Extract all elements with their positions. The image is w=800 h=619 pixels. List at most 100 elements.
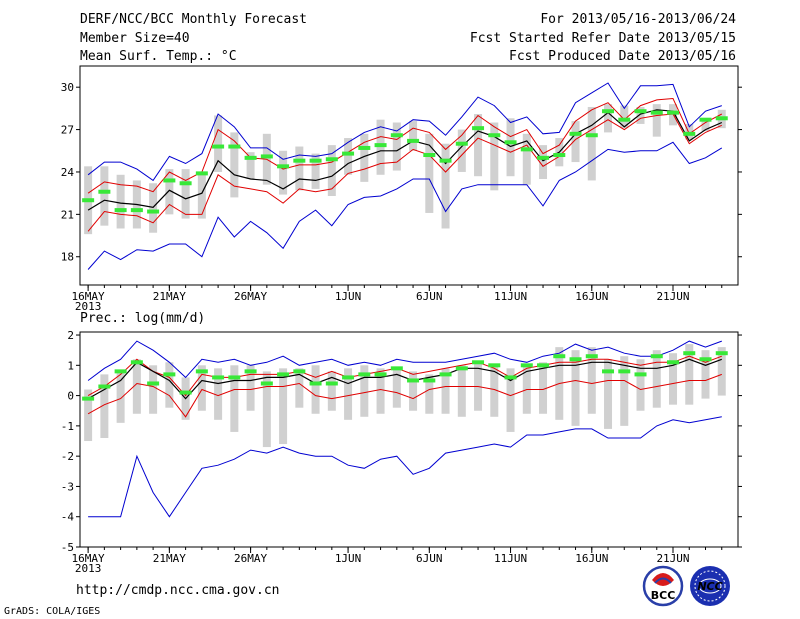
spread-bar: [717, 347, 726, 396]
median-mark: [650, 354, 663, 359]
median-mark: [179, 181, 192, 186]
median-mark: [277, 372, 290, 377]
median-mark: [82, 198, 95, 203]
median-mark: [407, 378, 420, 383]
median-mark: [472, 360, 485, 365]
median-mark: [244, 155, 257, 160]
median-mark: [325, 157, 338, 162]
x-tick-label: 16JUN: [575, 552, 608, 565]
median-mark: [114, 369, 127, 374]
spread-bar: [571, 121, 580, 163]
y-tick-label: -3: [61, 480, 74, 493]
median-mark: [390, 133, 403, 138]
spread-bar: [539, 145, 548, 180]
spread-bar: [376, 368, 385, 414]
x-tick-label: 11JUN: [494, 552, 527, 565]
spread-bar: [669, 353, 678, 405]
median-mark: [504, 375, 517, 380]
median-mark: [439, 158, 452, 163]
spread-bar: [295, 368, 304, 408]
variable-label: Mean Surf. Temp.: °C: [80, 49, 237, 64]
spread-bar: [344, 138, 353, 175]
median-mark: [130, 360, 143, 365]
spread-bar: [165, 362, 174, 408]
spread-bar: [132, 359, 141, 414]
spread-bar: [246, 365, 255, 411]
spread-bar: [214, 368, 223, 420]
median-mark: [228, 144, 241, 149]
median-mark: [309, 158, 322, 163]
spread-bar: [327, 371, 336, 411]
series-line-upper: [87, 355, 722, 397]
spread-bar: [100, 166, 109, 226]
median-mark: [520, 147, 533, 152]
spread-bar: [344, 368, 353, 420]
x-tick-label: 21MAY: [153, 552, 186, 565]
median-mark: [228, 375, 241, 380]
series-line-upper: [87, 97, 723, 194]
median-mark: [455, 141, 468, 146]
median-mark: [667, 360, 680, 365]
x-tick-label: 21JUN: [656, 552, 689, 565]
series-line-min: [87, 141, 723, 270]
median-mark: [244, 369, 257, 374]
median-mark: [715, 351, 728, 356]
spread-bar: [441, 368, 450, 414]
precipitation-panel: -5 -4 -3 -2 -1 0 1 2 16MAY 21MAY 26MAY 1JUN 6JUN 11JU…: [61, 329, 742, 575]
spread-bar: [197, 365, 206, 411]
spread-bar: [311, 153, 320, 189]
median-mark: [455, 366, 468, 371]
y-tick-label: 21: [61, 208, 74, 221]
plot-frame: [79, 331, 739, 548]
series-line-max: [87, 82, 722, 182]
grads-credit: GrADS: COLA/IGES: [4, 606, 101, 617]
spread-bar: [197, 171, 206, 219]
spread-bar: [587, 106, 596, 181]
precip-panel-title: Prec.: log(mm/d): [80, 311, 206, 326]
spread-bar: [522, 133, 531, 185]
median-mark: [342, 375, 355, 380]
median-mark: [569, 131, 582, 136]
median-mark: [374, 372, 387, 377]
median-mark: [585, 354, 598, 359]
spread-bar: [392, 368, 401, 408]
spread-bar: [230, 132, 239, 198]
spread-bar: [701, 118, 710, 131]
median-mark: [358, 372, 371, 377]
spread-bar: [262, 371, 271, 448]
year-label: 2013: [75, 562, 102, 575]
spread-bar: [246, 152, 255, 180]
forecast-started-date: Fcst Started Refer Date 2013/05/15: [469, 31, 736, 46]
median-mark: [325, 381, 338, 386]
spread-bar: [506, 118, 515, 177]
spread-bar: [539, 362, 548, 414]
plot-frame: [79, 65, 739, 286]
spread-bar: [360, 133, 369, 182]
median-mark: [163, 178, 176, 183]
spread-bar: [100, 374, 109, 438]
y-tick-label: 0: [67, 390, 74, 403]
median-mark: [179, 390, 192, 395]
forecast-period: For 2013/05/16-2013/06/24: [540, 12, 736, 27]
spread-bar: [360, 365, 369, 417]
median-mark: [293, 369, 306, 374]
source-url[interactable]: http://cmdp.ncc.cma.gov.cn: [76, 583, 280, 598]
spread-bar: [441, 143, 450, 229]
spread-bar: [685, 344, 694, 405]
spread-bar: [116, 371, 125, 423]
spread-bar: [604, 359, 613, 429]
median-mark: [618, 369, 631, 374]
median-mark: [553, 153, 566, 158]
median-mark: [82, 396, 95, 401]
spread-bar: [165, 169, 174, 215]
y-tick-label: -1: [61, 420, 74, 433]
spread-bar: [181, 169, 190, 219]
x-tick-label: 1JUN: [335, 290, 362, 303]
spread-bar: [604, 104, 613, 133]
median-mark: [602, 369, 615, 374]
median-mark: [488, 363, 501, 368]
spread-bar: [376, 119, 385, 175]
spread-bar: [652, 350, 661, 408]
median-mark: [715, 116, 728, 121]
x-tick-label: 26MAY: [234, 290, 267, 303]
